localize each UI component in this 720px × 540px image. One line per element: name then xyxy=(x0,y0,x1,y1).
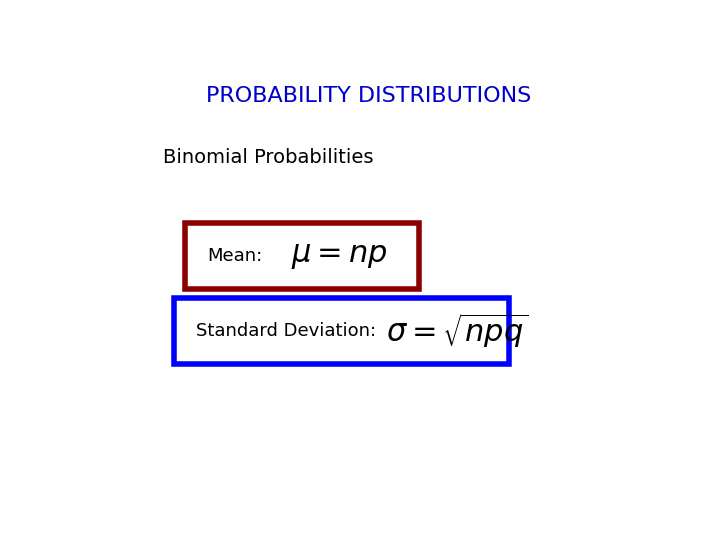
FancyBboxPatch shape xyxy=(174,298,508,364)
Text: Mean:: Mean: xyxy=(207,247,262,265)
Text: PROBABILITY DISTRIBUTIONS: PROBABILITY DISTRIBUTIONS xyxy=(207,85,531,106)
Text: Binomial Probabilities: Binomial Probabilities xyxy=(163,148,373,167)
FancyBboxPatch shape xyxy=(185,223,419,289)
Text: $\sigma = \sqrt{npq}$: $\sigma = \sqrt{npq}$ xyxy=(386,312,528,350)
Text: Standard Deviation:: Standard Deviation: xyxy=(196,322,376,340)
Text: $\mu = np$: $\mu = np$ xyxy=(291,241,387,271)
